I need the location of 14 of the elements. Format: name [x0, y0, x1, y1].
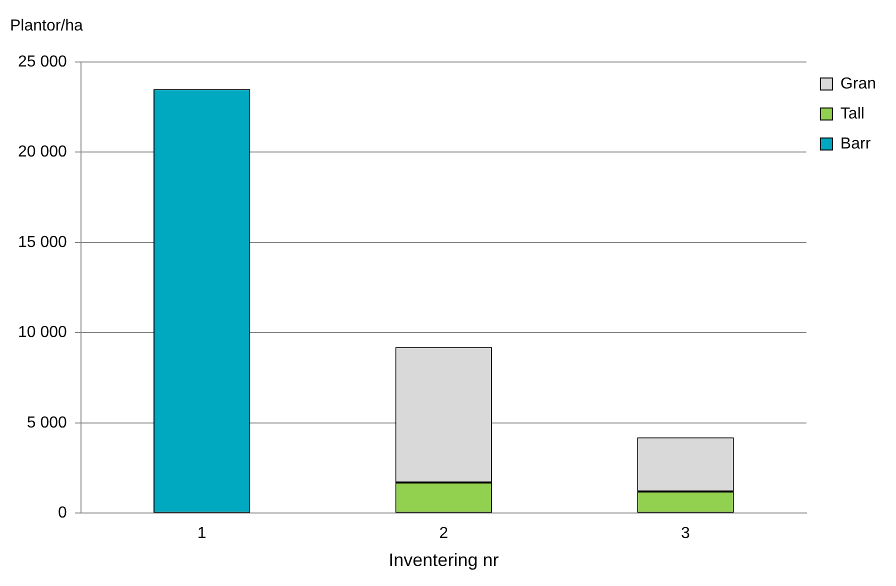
y-tick-label: 25 000	[18, 53, 68, 70]
x-tick-label: 3	[681, 525, 690, 542]
legend-label: Gran	[840, 75, 876, 92]
legend-label: Barr	[840, 135, 872, 152]
y-tick-label: 15 000	[18, 234, 68, 251]
y-tick-label: 10 000	[18, 324, 68, 342]
y-tick-label: 20 000	[18, 144, 68, 161]
y-tick-label: 0	[58, 504, 68, 522]
legend-label: Tall	[840, 105, 864, 122]
x-tick-label: 2	[439, 525, 448, 542]
y-tick-label: 5 000	[26, 414, 68, 432]
x-axis-title: Inventering nr	[388, 550, 499, 570]
y-axis-title: Plantor/ha	[10, 17, 84, 34]
x-tick-label: 1	[197, 525, 206, 542]
